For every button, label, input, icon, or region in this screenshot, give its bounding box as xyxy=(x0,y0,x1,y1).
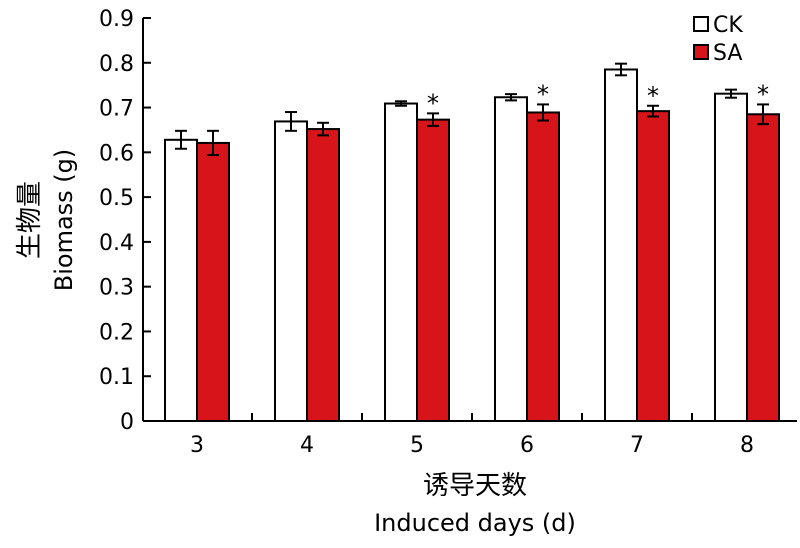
bar-sa-8 xyxy=(746,113,780,423)
bar-ck-5 xyxy=(384,102,418,423)
significance-marker: * xyxy=(647,82,659,110)
y-tick-label: 0.7 xyxy=(99,97,134,122)
x-tick-label: 5 xyxy=(410,433,424,458)
bar-sa-3 xyxy=(196,141,230,422)
legend-swatch-ck xyxy=(693,16,709,32)
legend-swatch-sa xyxy=(693,44,709,60)
y-tick-label: 0.6 xyxy=(99,141,134,166)
legend-label-sa: SA xyxy=(713,41,742,66)
bar-ck-6 xyxy=(494,96,528,423)
x-tick-label: 7 xyxy=(630,433,644,458)
legend: CK SA xyxy=(693,13,743,66)
y-tick-label: 0.3 xyxy=(99,276,134,301)
x-tick-label: 3 xyxy=(190,433,204,458)
bar-sa-7 xyxy=(636,110,670,422)
x-axis-label-cn: 诱导天数 xyxy=(423,471,527,501)
x-tick-label: 8 xyxy=(740,433,754,458)
bar-sa-5 xyxy=(416,118,450,422)
x-tick-label: 6 xyxy=(520,433,534,458)
significance-marker: * xyxy=(757,80,769,108)
y-tick-label: 0.9 xyxy=(99,7,134,32)
bar-sa-4 xyxy=(306,128,340,422)
y-tick-label: 0.2 xyxy=(99,320,134,345)
x-tick-label: 4 xyxy=(300,433,314,458)
y-tick-label: 0.1 xyxy=(99,365,134,390)
significance-marker: * xyxy=(427,89,439,117)
y-tick-label: 0.5 xyxy=(99,186,134,211)
bar-ck-7 xyxy=(604,68,638,422)
y-tick-label: 0.8 xyxy=(99,52,134,77)
bar-sa-6 xyxy=(526,111,560,422)
y-axis-label: Biomass (g) xyxy=(50,149,78,292)
significance-marker: * xyxy=(537,80,549,108)
x-axis-label: Induced days (d) xyxy=(374,509,576,537)
bar-ck-4 xyxy=(274,120,308,422)
bar-ck-3 xyxy=(164,138,198,422)
bar-ck-8 xyxy=(714,92,748,423)
y-tick-label: 0.4 xyxy=(99,231,134,256)
y-tick-label: 0 xyxy=(120,410,134,435)
y-axis-label-cn: 生物量 xyxy=(15,181,45,259)
legend-label-ck: CK xyxy=(713,13,743,38)
